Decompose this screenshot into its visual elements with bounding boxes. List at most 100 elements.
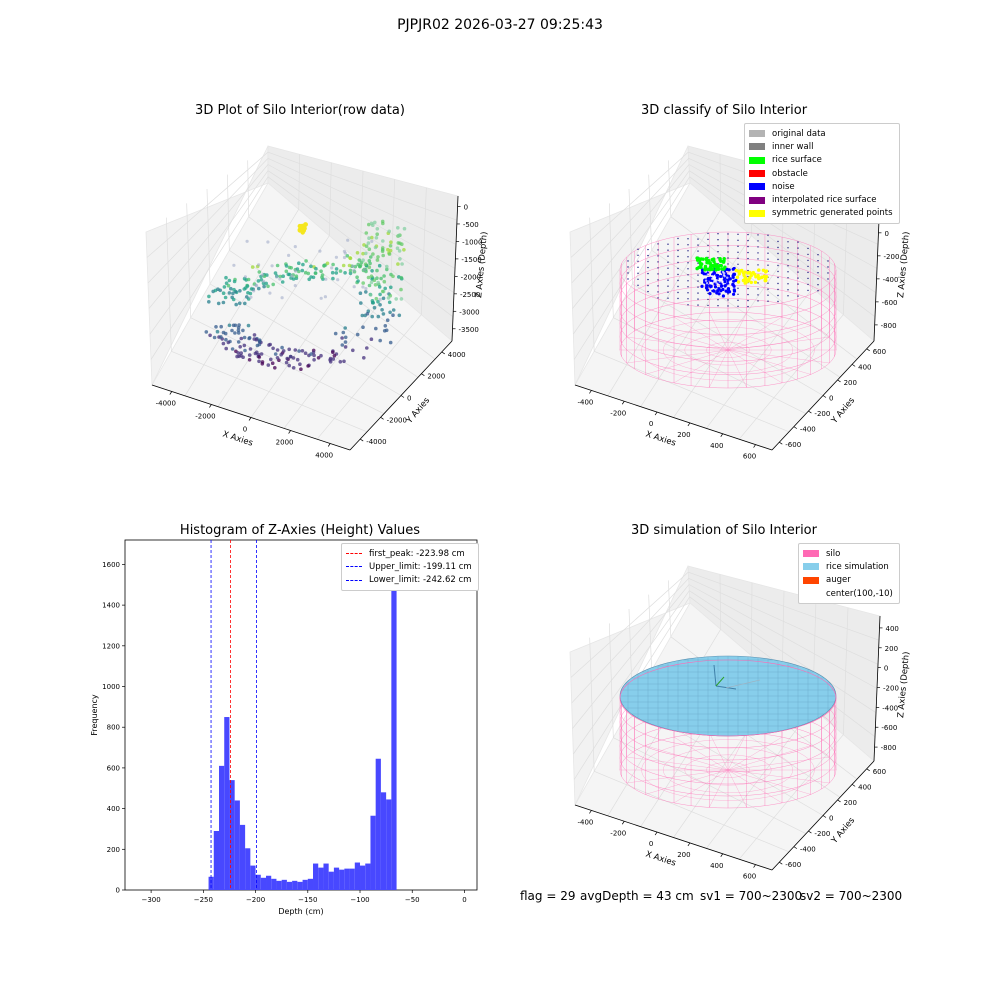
plot1-x-tick-label: -4000: [156, 400, 176, 408]
plot2-mesh-point: [767, 264, 769, 266]
plot1-point: [361, 285, 365, 289]
plot2-silo-wireframe-spoke: [727, 349, 811, 375]
plot1-point: [290, 274, 294, 278]
plot2-mesh-point: [777, 246, 779, 249]
plot2-y-tick: [837, 379, 841, 383]
histogram-x-tick-label: −200: [246, 896, 265, 904]
plot4-y-tick-label: 0: [829, 815, 833, 823]
plot1-point: [226, 283, 231, 288]
legend-label: auger: [826, 575, 851, 586]
histogram-bar: [297, 881, 303, 890]
plot2-noise-highlight: [715, 279, 718, 282]
plot1-point: [332, 353, 337, 358]
plot1-point: [391, 313, 395, 318]
plot2-noise-point: [708, 277, 712, 281]
plot2-mesh-point: [687, 268, 689, 270]
plot2-mesh-point: [687, 304, 689, 306]
plot2-noise-point: [726, 287, 731, 291]
plot4-z-tick-label: 400: [886, 625, 899, 633]
plot1-point: [243, 301, 247, 306]
leg3-entry: first_peak: -223.98 cm: [346, 547, 474, 560]
plot1-point: [249, 287, 254, 291]
plot1-point: [307, 277, 312, 282]
histogram-y-tick-label: 1400: [102, 602, 120, 610]
plot1-y-tick: [441, 351, 445, 355]
plot1-point: [333, 331, 338, 336]
plot1-point: [385, 318, 390, 323]
plot2-noise-highlight: [715, 281, 718, 284]
plot2-mesh-point: [657, 255, 659, 257]
plot1-point: [356, 262, 361, 267]
legend-label: rice simulation: [826, 561, 889, 572]
plot2-silo-wireframe-spoke: [727, 336, 830, 351]
plot2-mesh-point: [727, 257, 729, 259]
histogram-bar: [302, 879, 308, 890]
legend-label: center(100,-10): [826, 588, 893, 599]
plot2-mesh-point: [787, 241, 789, 243]
plot2-mesh-point: [807, 265, 809, 268]
plot2-silo-wireframe-spoke: [645, 325, 729, 351]
plot2-y-tick: [851, 364, 856, 367]
leg2-entry: obstacle: [749, 167, 895, 180]
plot1-point: [238, 345, 242, 349]
plot2-mesh-point: [747, 251, 749, 254]
plot1-point: [207, 294, 211, 299]
plot2-mesh-point: [807, 247, 809, 250]
plot2-noise-point: [704, 286, 709, 290]
flag-text: flag = 29: [520, 889, 576, 903]
plot1-point: [347, 263, 352, 268]
plot4-y-tick: [808, 830, 812, 834]
plot1-point: [314, 266, 318, 271]
plot1-point: [295, 357, 300, 362]
plot1-point: [340, 336, 344, 340]
plot4-grid: [570, 571, 689, 678]
plot1-z-tick-label: -1000: [462, 238, 482, 246]
plot2-mesh-point: [697, 244, 699, 246]
plot1-point: [275, 275, 279, 279]
plot2-noise-highlight: [727, 284, 730, 287]
plot1-point: [233, 323, 238, 328]
plot2-mesh-point: [707, 298, 709, 301]
plot2-y-tick: [779, 441, 783, 445]
plot2-rice-point: [699, 263, 703, 267]
plot2-mesh-point: [697, 298, 699, 300]
plot2-silo-wireframe-ring: [619, 298, 837, 375]
plot2-noise-highlight: [718, 280, 722, 283]
plot2-mesh-point: [817, 260, 819, 262]
plot1-x-tick-label: -2000: [195, 413, 215, 421]
plot2-mesh-point: [657, 261, 659, 263]
plot1-point: [260, 360, 265, 364]
figure-title: PJPJR02 2026-03-27 09:25:43: [397, 17, 603, 33]
plot1-point: [269, 357, 273, 362]
plot1-point: [385, 264, 389, 269]
plot1-point: [293, 348, 298, 352]
plot2-noise-point: [709, 285, 713, 289]
plot2-mesh-point: [707, 232, 709, 235]
plot2-z-axis-label: Z Axies (Depth): [896, 231, 912, 298]
plot1-point: [262, 279, 266, 283]
plot2-mesh-point: [717, 239, 719, 241]
plot1-point: [382, 279, 387, 284]
plot1-point: [331, 357, 336, 361]
plot1-point: [247, 353, 252, 357]
plot1-title: 3D Plot of Silo Interior(row data): [195, 103, 405, 118]
plot2-mesh-point: [677, 267, 679, 270]
plot2-x-axis-label: X Axies: [644, 429, 677, 448]
plot2-mesh-point: [687, 238, 689, 240]
plot1-point: [334, 255, 338, 259]
plot2-silo-wireframe-spoke: [727, 349, 830, 364]
plot2-mesh-point: [667, 261, 669, 263]
plot1-point: [223, 295, 228, 300]
plot1-point: [383, 324, 388, 328]
plot4-x-tick: [589, 810, 592, 814]
plot1-point: [402, 248, 406, 252]
plot1-point: [383, 286, 388, 291]
plot1-y-tick: [421, 373, 425, 376]
plot1-point: [373, 220, 377, 225]
histogram-bar: [370, 815, 376, 890]
plot2-noise-point: [734, 278, 738, 282]
plot2-mesh-point: [697, 292, 699, 294]
plot2-mesh-point: [827, 272, 829, 274]
plot4-silo-wireframe-ring: [684, 754, 772, 786]
histogram-y-tick-label: 800: [107, 724, 120, 732]
